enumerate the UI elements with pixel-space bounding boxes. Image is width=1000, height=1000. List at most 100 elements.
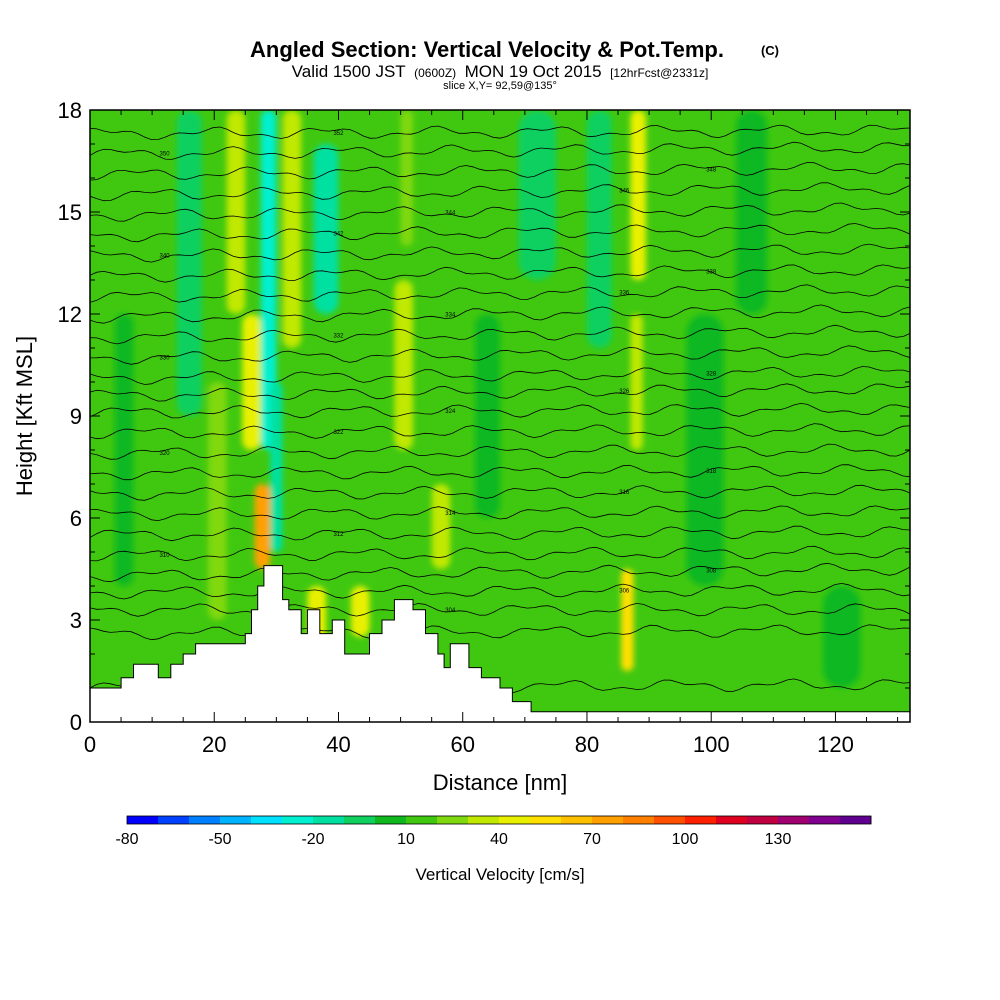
theta-contour xyxy=(90,223,910,243)
velocity-band xyxy=(242,314,261,450)
x-tick-label: 0 xyxy=(84,732,96,757)
chart-header: Angled Section: Vertical Velocity & Pot.… xyxy=(250,37,779,92)
theta-contour xyxy=(90,264,910,283)
colorbar-tick-label: -20 xyxy=(301,831,324,848)
colorbar-swatch xyxy=(344,816,376,824)
x-tick-label: 120 xyxy=(817,732,854,757)
velocity-band xyxy=(736,110,768,314)
theta-contour xyxy=(90,423,910,440)
colorbar-swatch xyxy=(189,816,221,824)
velocity-band xyxy=(313,144,339,314)
theta-contour xyxy=(90,304,910,324)
theta-contour xyxy=(90,324,910,345)
velocity-band xyxy=(114,314,134,586)
y-axis-label: Height [Kft MSL] xyxy=(12,336,37,496)
theta-contour xyxy=(90,464,910,481)
theta-contour xyxy=(90,562,910,583)
velocity-band xyxy=(621,569,634,671)
theta-contour xyxy=(90,141,910,160)
valid-fcst: [12hrFcst@2331z] xyxy=(610,66,708,80)
terrain xyxy=(90,565,910,722)
colorbar-swatch xyxy=(809,816,841,824)
theta-contour-label: 338 xyxy=(706,269,717,275)
colorbar-swatch xyxy=(778,816,810,824)
colorbar-tick-label: -50 xyxy=(208,831,231,848)
theta-contour xyxy=(90,582,910,600)
velocity-band xyxy=(431,484,451,569)
velocity-band xyxy=(394,280,414,450)
theta-contour xyxy=(90,545,910,562)
y-tick-label: 0 xyxy=(70,710,82,735)
chart-title-mark: (C) xyxy=(761,43,779,58)
chart-title: Angled Section: Vertical Velocity & Pot.… xyxy=(250,37,724,62)
theta-contour xyxy=(90,402,910,419)
x-axis-label: Distance [nm] xyxy=(433,770,568,795)
theta-contour xyxy=(90,124,910,141)
theta-contour xyxy=(90,624,910,641)
velocity-fields xyxy=(114,110,861,688)
colorbar-swatch xyxy=(158,816,190,824)
theta-contour xyxy=(90,284,910,303)
theta-contour-label: 350 xyxy=(160,152,171,158)
theta-contour-label: 322 xyxy=(333,430,344,436)
velocity-band xyxy=(586,110,612,348)
theta-contour-label: 312 xyxy=(333,532,344,538)
terrain-polygon xyxy=(90,565,910,722)
x-tick-label: 20 xyxy=(202,732,226,757)
y-tick-label: 6 xyxy=(70,506,82,531)
velocity-band xyxy=(400,110,414,246)
y-tick-label: 3 xyxy=(70,608,82,633)
colorbar-swatch xyxy=(220,816,252,824)
theta-contour-label: 314 xyxy=(445,511,456,517)
velocity-band xyxy=(260,110,277,450)
theta-contour-label: 342 xyxy=(333,232,344,238)
theta-contour xyxy=(90,525,910,542)
theta-contour-label: 346 xyxy=(619,189,630,195)
velocity-band xyxy=(350,586,370,637)
theta-contour-label: 320 xyxy=(160,451,171,457)
theta-contour xyxy=(90,602,910,617)
colorbar-swatch xyxy=(127,816,159,824)
theta-contour-label: 310 xyxy=(160,553,171,559)
velocity-band xyxy=(270,382,283,552)
x-tick-label: 40 xyxy=(326,732,350,757)
theta-contour xyxy=(90,345,910,365)
colorbar-swatch xyxy=(716,816,748,824)
theta-contour xyxy=(90,243,910,263)
colorbar-swatch xyxy=(840,816,872,824)
colorbar-swatch xyxy=(468,816,500,824)
colorbar-swatch xyxy=(592,816,624,824)
theta-contour-label: 316 xyxy=(619,490,630,496)
colorbar-swatch xyxy=(406,816,438,824)
colorbar-swatch xyxy=(747,816,779,824)
colorbar-swatch xyxy=(499,816,531,824)
velocity-band xyxy=(475,314,500,518)
colorbar-swatch xyxy=(251,816,283,824)
y-tick-label: 18 xyxy=(58,98,82,123)
axes: 0 20 40 60 80 100 120 0 3 6 9 12 15 18 xyxy=(58,98,910,757)
velocity-band xyxy=(208,382,227,620)
theta-contour-label: 352 xyxy=(333,131,344,137)
colorbar-tick-label: 70 xyxy=(583,831,601,848)
valid-prefix: Valid 1500 JST xyxy=(292,62,406,81)
theta-contour-label: 308 xyxy=(706,569,717,575)
theta-contour-label: 340 xyxy=(160,254,171,260)
theta-contour xyxy=(90,161,910,181)
theta-contour-label: 318 xyxy=(706,469,717,475)
theta-contour-label: 326 xyxy=(619,389,630,395)
slice-info: slice X,Y= 92,59@135° xyxy=(443,80,557,92)
theta-contour-label: 330 xyxy=(160,356,171,362)
theta-contours: 3003023043063083103123143163183203223243… xyxy=(90,124,910,695)
x-tick-label: 80 xyxy=(575,732,599,757)
theta-contour-label: 336 xyxy=(619,291,630,297)
theta-contour xyxy=(90,182,910,202)
x-tick-label: 60 xyxy=(450,732,474,757)
colorbar-swatch xyxy=(654,816,686,824)
theta-contour-label: 306 xyxy=(619,589,630,595)
theta-contour-label: 324 xyxy=(445,409,456,415)
colorbar-tick-label: 40 xyxy=(490,831,508,848)
theta-contour-label: 344 xyxy=(445,210,456,216)
theta-contour xyxy=(90,505,910,522)
valid-utc: (0600Z) xyxy=(414,66,456,80)
